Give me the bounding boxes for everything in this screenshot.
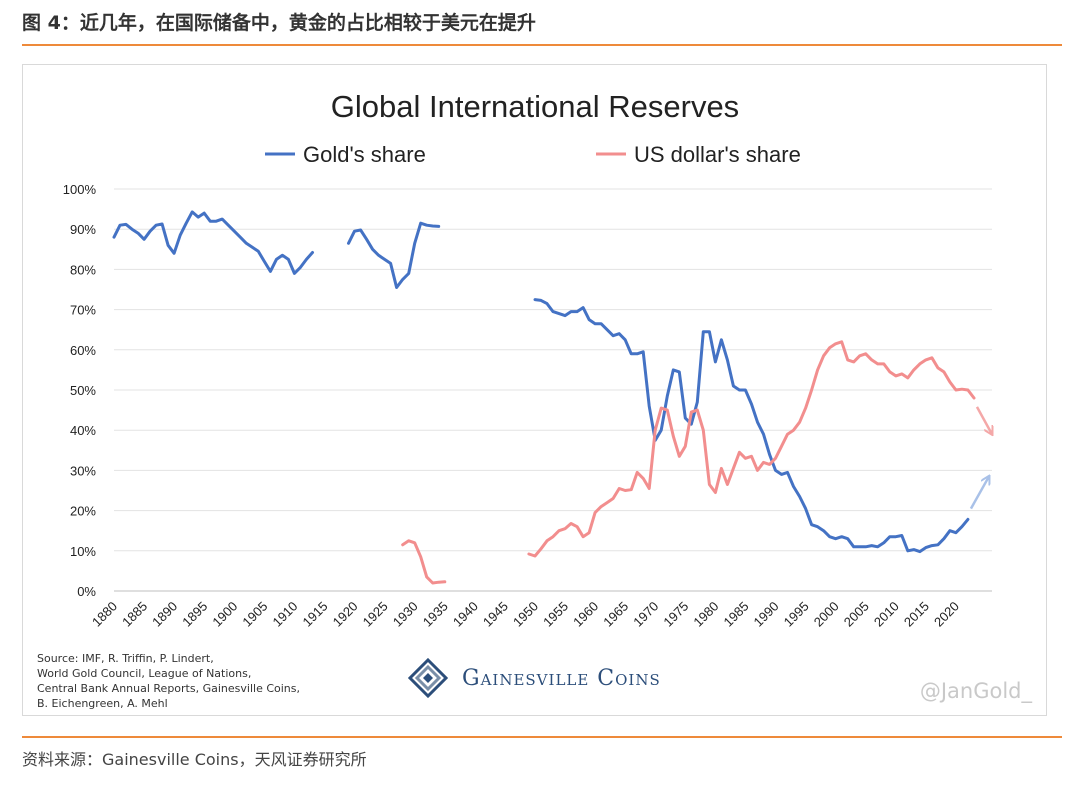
source-note: Source: IMF, R. Triffin, P. Lindert, Wor…: [37, 652, 300, 710]
x-tick-label: 1995: [781, 599, 812, 630]
x-tick-label: 1895: [179, 599, 210, 630]
projection-arrow-usd: [975, 406, 992, 434]
x-tick-label: 1980: [690, 599, 721, 630]
x-tick-label: 1920: [330, 599, 361, 630]
series-gold-line-1: [112, 210, 314, 275]
y-tick-label: 40%: [70, 423, 96, 438]
figure-title: 图 4：近几年，在国际储备中，黄金的占比相较于美元在提升: [22, 12, 536, 34]
x-tick-label: 1900: [209, 599, 240, 630]
y-tick-label: 10%: [70, 544, 96, 559]
top-rule: [22, 44, 1062, 46]
x-tick-label: 1950: [510, 599, 541, 630]
series-layer: [112, 210, 992, 585]
gainesville-logo-icon: [408, 658, 448, 698]
x-tick-label: 1965: [600, 599, 631, 630]
x-tick-label: 1925: [360, 599, 391, 630]
y-tick-label: 0%: [77, 584, 96, 599]
y-tick-label: 20%: [70, 504, 96, 519]
x-tick-label: 1960: [570, 599, 601, 630]
x-tick-label: 1945: [480, 599, 511, 630]
legend-label-usd: US dollar's share: [634, 142, 801, 167]
series-usd-line-2: [527, 340, 976, 558]
y-axis: 0% 10% 20% 30% 40% 50% 60% 70% 80% 90% 100%: [63, 182, 97, 599]
source-footer: 资料来源：Gainesville Coins，天风证券研究所: [22, 750, 367, 769]
x-tick-label: 1985: [721, 599, 752, 630]
projection-arrow-gold: [969, 476, 989, 510]
y-tick-label: 90%: [70, 222, 96, 237]
x-tick-label: 2000: [811, 599, 842, 630]
x-tick-label: 1970: [630, 599, 661, 630]
x-tick-label: 1885: [119, 599, 150, 630]
y-tick-label: 30%: [70, 463, 96, 478]
bottom-rule: [22, 736, 1062, 738]
x-tick-label: 1890: [149, 599, 180, 630]
y-tick-label: 60%: [70, 343, 96, 358]
x-tick-label: 1930: [390, 599, 421, 630]
legend-label-gold: Gold's share: [303, 142, 426, 167]
y-tick-label: 50%: [70, 383, 96, 398]
x-tick-label: 1935: [420, 599, 451, 630]
series-gold-line-2: [347, 221, 441, 289]
x-tick-label: 1975: [660, 599, 691, 630]
x-tick-label: 2010: [871, 599, 902, 630]
gridlines: [114, 188, 992, 592]
x-tick-label: 1940: [450, 599, 481, 630]
x-tick-label: 1955: [540, 599, 571, 630]
chart-title: Global International Reserves: [331, 89, 739, 124]
brand-name: Gainesville Coins: [462, 665, 661, 691]
x-tick-label: 2005: [841, 599, 872, 630]
x-tick-label: 1910: [269, 599, 300, 630]
x-tick-label: 1905: [239, 599, 270, 630]
x-axis: 1880 1885 1890 1895 1900 1905 1910 1915 1920 1925…: [89, 599, 962, 630]
x-tick-label: 1915: [300, 599, 331, 630]
reserves-chart: Global International Reserves Gold's sha…: [63, 89, 1046, 630]
y-tick-label: 80%: [70, 262, 96, 277]
x-tick-label: 2015: [901, 599, 932, 630]
brand-logo: Gainesville Coins: [408, 658, 661, 698]
y-tick-label: 70%: [70, 303, 96, 318]
chart-frame: Global International Reserves Gold's sha…: [22, 64, 1047, 716]
x-tick-label: 2020: [931, 599, 962, 630]
y-tick-label: 100%: [63, 182, 97, 197]
series-usd-line-1: [401, 539, 447, 585]
x-tick-label: 1990: [751, 599, 782, 630]
series-gold-line-3: [533, 298, 970, 554]
x-tick-label: 1880: [89, 599, 120, 630]
legend: Gold's share US dollar's share: [265, 142, 801, 167]
watermark: @JanGold_: [919, 679, 1032, 703]
